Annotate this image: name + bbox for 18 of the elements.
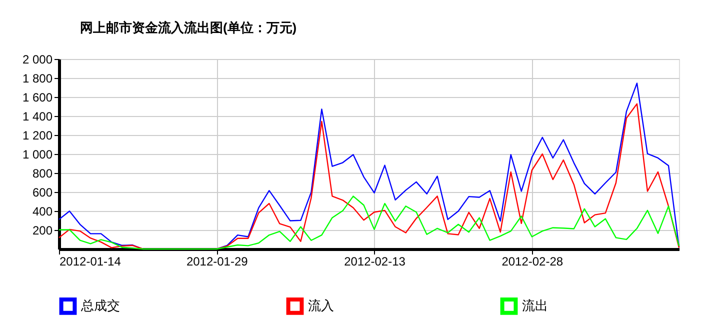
x-tick-label: 2012-01-14 [60, 254, 122, 268]
x-tick-label: 2012-02-13 [344, 254, 406, 268]
legend-label: 总成交 [80, 298, 120, 314]
y-tick-label: 1 800 [22, 72, 53, 86]
y-tick-label: 800 [32, 166, 53, 180]
y-tick-label: 1 400 [22, 110, 53, 124]
y-tick-label: 400 [32, 204, 53, 218]
y-tick-label: 600 [32, 186, 53, 200]
x-tick-label: 2012-01-29 [186, 254, 248, 268]
x-tick-label: 2012-02-28 [502, 254, 564, 268]
y-tick-label: 1 200 [22, 128, 53, 142]
y-tick-label: 200 [32, 224, 53, 238]
legend-label: 流入 [308, 298, 334, 314]
legend-label: 流出 [522, 298, 548, 314]
y-tick-label: 2 000 [22, 52, 53, 66]
y-tick-label: 1 000 [22, 148, 53, 162]
chart-title: 网上邮市资金流入流出图(单位：万元) [80, 20, 297, 35]
y-tick-label: 1 600 [22, 90, 53, 104]
